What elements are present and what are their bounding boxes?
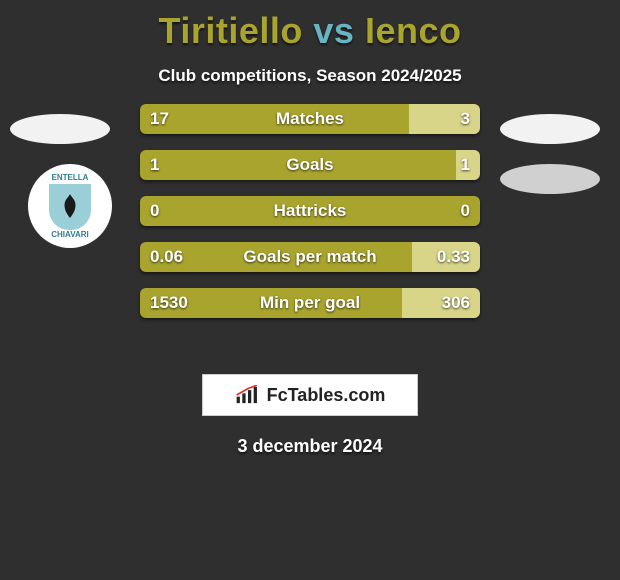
stat-right-value: 3	[461, 104, 470, 134]
stat-right-value: 1	[461, 150, 470, 180]
crest-text-bottom: CHIAVARI	[51, 230, 88, 239]
stat-label: Goals	[140, 150, 480, 180]
stat-right-value: 306	[442, 288, 470, 318]
title-left: Tiritiello	[159, 10, 303, 51]
stat-row: 17Matches3	[140, 104, 480, 134]
stat-right-value: 0	[461, 196, 470, 226]
left-team-ellipse	[10, 114, 110, 144]
date-text: 3 december 2024	[0, 436, 620, 457]
stat-row: 1530Min per goal306	[140, 288, 480, 318]
stat-right-value: 0.33	[437, 242, 470, 272]
left-team-crest: ENTELLA CHIAVARI	[28, 164, 112, 248]
crest-text-top: ENTELLA	[52, 173, 89, 182]
stat-label: Matches	[140, 104, 480, 134]
stat-label: Goals per match	[140, 242, 480, 272]
fctables-logo: FcTables.com	[202, 374, 418, 416]
subtitle: Club competitions, Season 2024/2025	[0, 66, 620, 86]
stat-row: 0Hattricks0	[140, 196, 480, 226]
logo-text: FcTables.com	[267, 385, 386, 406]
title-vs: vs	[303, 10, 365, 51]
crest-shield-icon	[49, 184, 91, 230]
right-team-ellipse-1	[500, 114, 600, 144]
title-right: Ienco	[365, 10, 462, 51]
bar-chart-icon	[235, 385, 261, 405]
stat-row: 1Goals1	[140, 150, 480, 180]
stat-bars: 17Matches3 1Goals1 0Hattricks0 0.06Goals pe…	[140, 104, 480, 334]
stat-row: 0.06Goals per match0.33	[140, 242, 480, 272]
page-title: Tiritiello vs Ienco	[0, 0, 620, 52]
stat-label: Min per goal	[140, 288, 480, 318]
comparison-area: ENTELLA CHIAVARI 17Matches31Goals10Hattr…	[0, 116, 620, 356]
stat-label: Hattricks	[140, 196, 480, 226]
right-team-ellipse-2	[500, 164, 600, 194]
